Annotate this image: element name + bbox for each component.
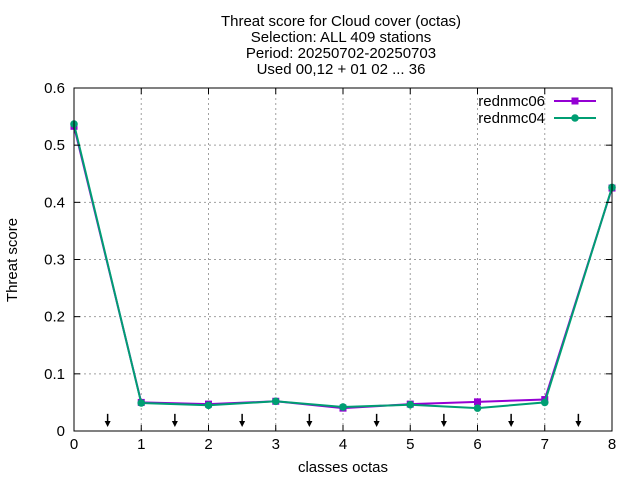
x-tick-label: 8 bbox=[608, 436, 616, 453]
title-line-3: Period: 20250702-20250703 bbox=[246, 45, 436, 62]
data-point-rednmc06 bbox=[474, 398, 481, 406]
chart-title: Threat score for Cloud cover (octas)Sele… bbox=[221, 13, 461, 78]
boundary-arrow bbox=[104, 413, 111, 427]
x-tick-label: 1 bbox=[137, 436, 145, 453]
x-tick-label: 2 bbox=[204, 436, 212, 453]
series-line-rednmc04 bbox=[73, 123, 613, 410]
data-point-rednmc04 bbox=[571, 114, 579, 122]
y-tick-label: 0.2 bbox=[44, 309, 65, 326]
data-point-rednmc04 bbox=[339, 403, 347, 411]
y-tick-label: 0.1 bbox=[44, 366, 65, 383]
y-axis-ticks: 0 0.1 0.2 0.3 0.4 0.5 0.6 bbox=[44, 80, 612, 440]
x-tick-label: 7 bbox=[541, 436, 549, 453]
legend-item-rednmc06: rednmc06 bbox=[478, 93, 596, 110]
x-axis-ticks: 0 1 2 3 4 5 6 7 8 bbox=[70, 88, 616, 453]
x-tick-label: 3 bbox=[272, 436, 280, 453]
x-tick-label: 5 bbox=[406, 436, 414, 453]
title-line-1: Threat score for Cloud cover (octas) bbox=[221, 13, 461, 30]
y-tick-label: 0.6 bbox=[44, 80, 65, 97]
class-boundary-arrows bbox=[104, 413, 582, 427]
boundary-arrow bbox=[171, 413, 178, 427]
grid-lines bbox=[74, 88, 612, 431]
boundary-arrow bbox=[373, 413, 380, 427]
x-tick-label: 6 bbox=[473, 436, 481, 453]
boundary-arrow bbox=[440, 413, 447, 427]
data-point-rednmc04 bbox=[406, 400, 415, 409]
data-point-rednmc04 bbox=[540, 398, 549, 407]
y-tick-label: 0.3 bbox=[44, 252, 65, 269]
boundary-arrow bbox=[239, 413, 246, 427]
data-point-rednmc04 bbox=[204, 401, 213, 410]
y-tick-label: 0.4 bbox=[44, 194, 65, 211]
legend-label: rednmc06 bbox=[478, 93, 545, 110]
legend-item-rednmc04: rednmc04 bbox=[478, 110, 596, 127]
y-tick-label: 0.5 bbox=[44, 137, 65, 154]
y-tick-label: 0 bbox=[57, 423, 65, 440]
title-line-4: Used 00,12 + 01 02 ... 36 bbox=[257, 61, 426, 78]
x-axis-label: classes octas bbox=[298, 459, 388, 476]
y-axis-label: Threat score bbox=[4, 218, 21, 302]
data-point-rednmc04 bbox=[473, 404, 482, 412]
boundary-arrow bbox=[575, 413, 582, 427]
boundary-arrow bbox=[306, 413, 313, 427]
data-point-rednmc06 bbox=[571, 97, 579, 105]
title-line-2: Selection: ALL 409 stations bbox=[251, 29, 431, 46]
data-point-rednmc04 bbox=[137, 399, 146, 407]
data-point-rednmc04 bbox=[271, 397, 280, 406]
x-tick-label: 4 bbox=[339, 436, 347, 453]
boundary-arrow bbox=[508, 413, 515, 427]
legend-label: rednmc04 bbox=[478, 110, 545, 127]
series-rednmc04 bbox=[70, 120, 616, 412]
x-tick-label: 0 bbox=[70, 436, 78, 453]
